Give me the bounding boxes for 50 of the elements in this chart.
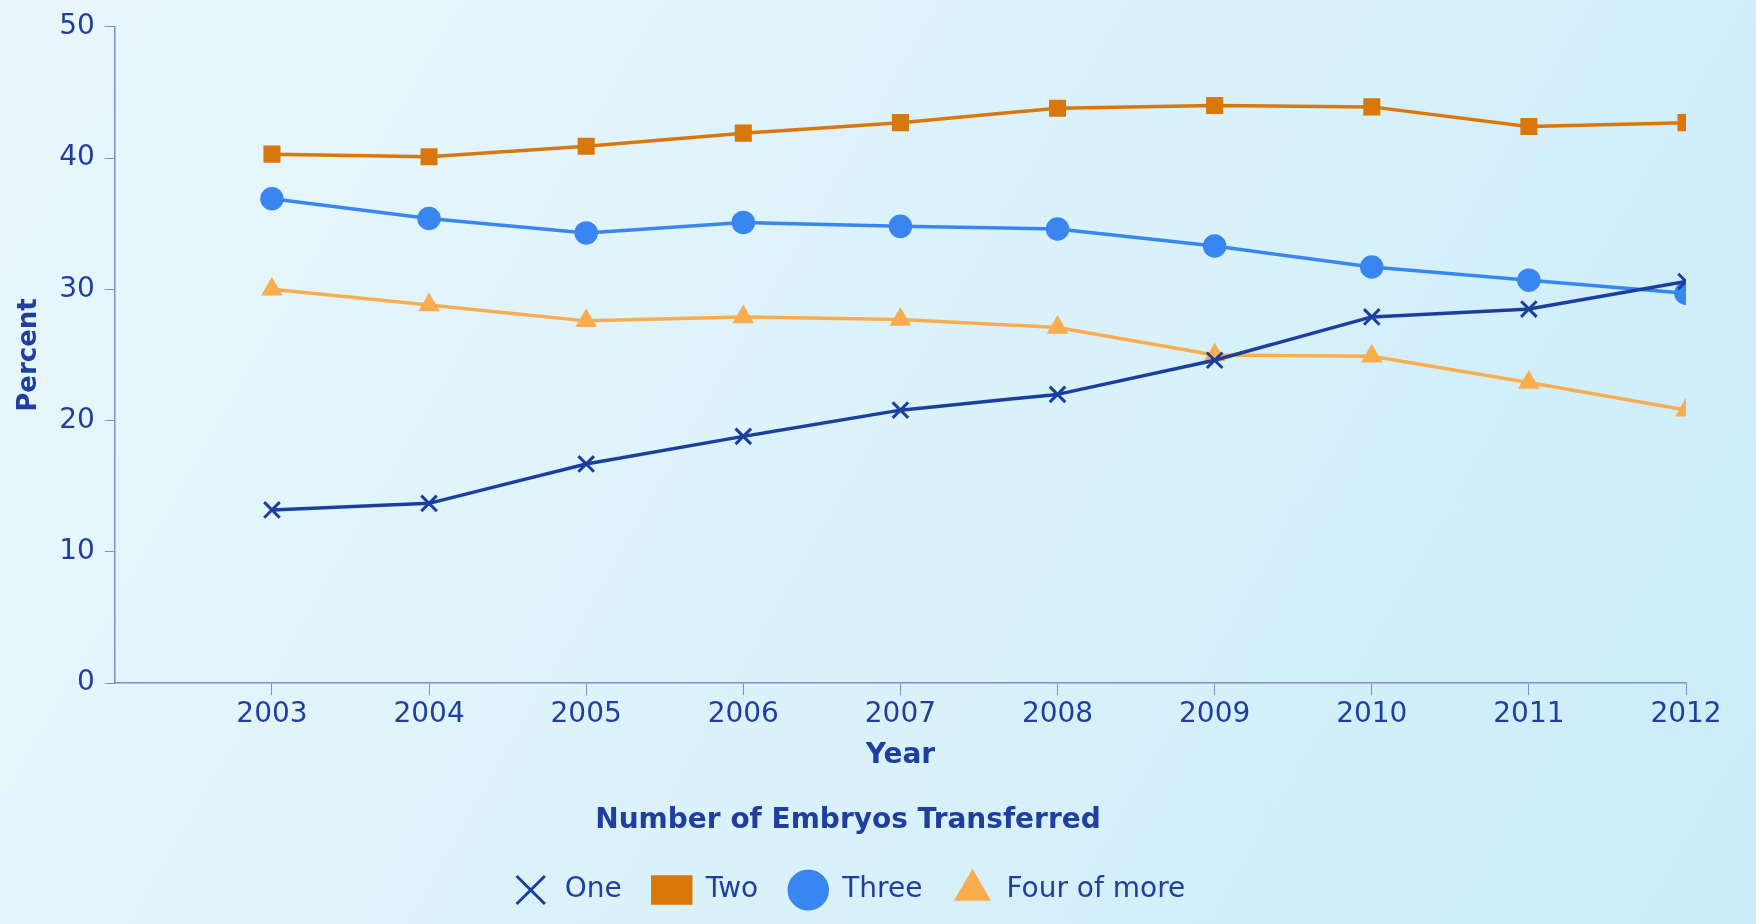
point bbox=[1362, 307, 1382, 327]
point bbox=[420, 148, 438, 166]
x-tick-label: 2006 bbox=[707, 696, 779, 730]
y-tick-label: 50 bbox=[59, 8, 95, 42]
point bbox=[731, 210, 756, 235]
y-tick-label: 30 bbox=[59, 270, 95, 304]
point bbox=[1048, 385, 1067, 404]
x-tick-label: 2012 bbox=[1650, 696, 1722, 730]
y-tick-label: 10 bbox=[59, 533, 95, 567]
legend-label: One bbox=[564, 871, 622, 905]
y-tick-label: 0 bbox=[77, 664, 95, 698]
x-axis-title: Year bbox=[864, 736, 936, 770]
x-tick-label: 2005 bbox=[550, 696, 622, 730]
point bbox=[888, 214, 913, 239]
legend-label: Two bbox=[704, 871, 759, 905]
point bbox=[577, 137, 595, 155]
point bbox=[891, 400, 910, 420]
y-tick-label: 20 bbox=[59, 401, 95, 435]
point bbox=[574, 221, 598, 245]
point bbox=[891, 114, 909, 132]
x-tick-label: 2010 bbox=[1336, 696, 1408, 730]
point bbox=[576, 454, 596, 474]
point bbox=[1049, 99, 1067, 117]
x-tick-label: 2011 bbox=[1493, 696, 1565, 730]
point bbox=[260, 187, 284, 211]
x-tick-label: 2003 bbox=[236, 696, 308, 730]
y-tick-label: 40 bbox=[59, 139, 95, 173]
point bbox=[1206, 97, 1224, 115]
x-tick-label: 2008 bbox=[1021, 696, 1094, 730]
point bbox=[1045, 217, 1070, 241]
x-tick-label: 2007 bbox=[864, 696, 937, 730]
point bbox=[262, 500, 282, 520]
legend-label: Three bbox=[841, 871, 923, 905]
point bbox=[1363, 98, 1381, 116]
point bbox=[419, 494, 439, 513]
legend-label: Four of more bbox=[1006, 871, 1186, 905]
point bbox=[734, 427, 753, 446]
point bbox=[1202, 234, 1227, 258]
y-axis-title: Percent bbox=[12, 298, 43, 412]
point bbox=[1517, 268, 1541, 292]
point bbox=[1519, 299, 1539, 319]
legend-title: Number of Embryos Transferred bbox=[595, 801, 1101, 835]
point bbox=[1205, 350, 1224, 370]
x-tick-label: 2004 bbox=[393, 696, 465, 730]
point bbox=[734, 124, 752, 142]
point bbox=[263, 145, 281, 163]
point bbox=[1360, 255, 1384, 279]
point bbox=[417, 206, 441, 231]
point bbox=[1520, 118, 1538, 136]
x-tick-label: 2009 bbox=[1179, 696, 1251, 730]
